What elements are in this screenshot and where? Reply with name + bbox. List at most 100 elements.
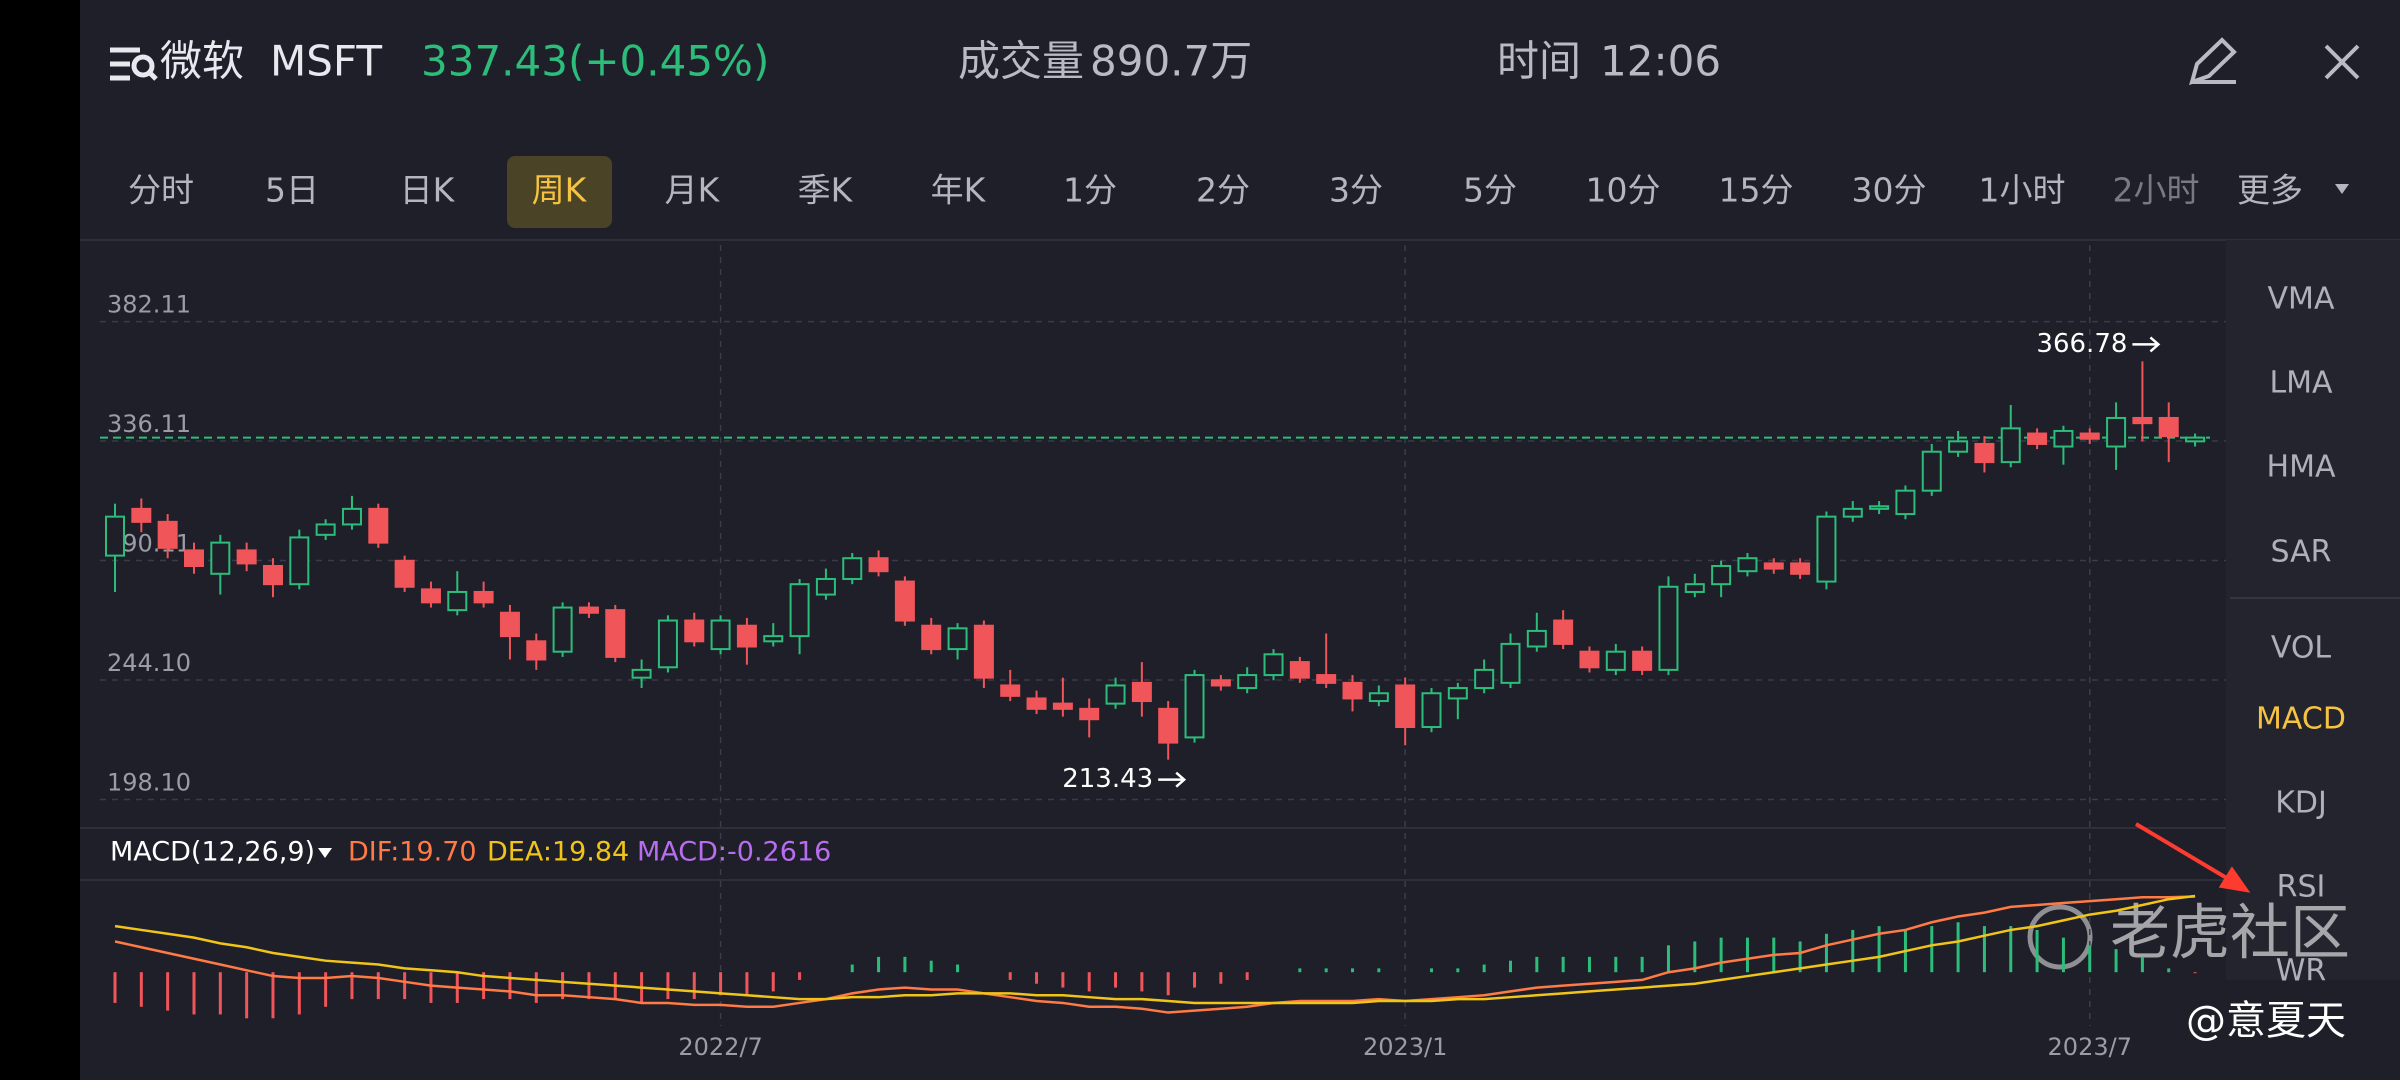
indicator[interactable]: WR <box>2276 954 2327 989</box>
candle-body <box>105 515 125 557</box>
candle-body <box>2185 436 2206 443</box>
tab[interactable]: 更多 <box>2237 171 2303 210</box>
candle-body <box>368 507 389 544</box>
time-label: 时间 <box>1497 37 1581 86</box>
time: 12:06 <box>1600 37 1721 86</box>
candle-body <box>1474 668 1495 690</box>
watermark: 老虎社区 <box>2110 899 2350 969</box>
indicator[interactable]: RSI <box>2277 870 2326 905</box>
candle-body <box>473 590 494 604</box>
indicator[interactable]: SAR <box>2271 535 2332 570</box>
extreme-arrow <box>1158 771 1187 788</box>
y-tick-label: 198.10 <box>107 768 191 796</box>
indicator[interactable]: VMA <box>2268 282 2335 317</box>
volume-label: 成交量 <box>958 37 1084 86</box>
stock-name: 微软 <box>160 37 244 86</box>
candle-body <box>1711 564 1732 586</box>
indicator[interactable]: HMA <box>2267 450 2336 485</box>
indicator[interactable]: KDJ <box>2275 786 2327 821</box>
y-tick-label: 382.11 <box>107 291 191 319</box>
candle-body <box>447 590 468 612</box>
candle-body <box>2132 416 2153 425</box>
candle-body <box>1921 450 1942 492</box>
candle-body <box>1553 619 1574 645</box>
candle-body <box>1737 557 1758 573</box>
candle-body <box>1895 489 1916 516</box>
candle-body <box>1579 650 1600 669</box>
candle-body <box>1526 629 1547 648</box>
candle-body <box>1974 442 1995 464</box>
tab[interactable]: 15分 <box>1719 171 1794 210</box>
tab[interactable]: 年K <box>931 171 987 210</box>
candle-body <box>2027 432 2048 445</box>
tab[interactable]: 30分 <box>1852 171 1927 210</box>
candle-body <box>789 583 810 638</box>
extreme-label: 213.43 <box>1062 764 1153 794</box>
candle-body <box>2158 416 2179 438</box>
candle-body <box>1368 692 1389 703</box>
price: 337.43(+0.45%) <box>421 37 769 86</box>
candle-body <box>420 588 441 604</box>
macd-dropdown[interactable] <box>318 848 332 858</box>
candle-body <box>341 507 362 526</box>
candle-body <box>1105 684 1126 705</box>
author: @意夏天 <box>2186 998 2346 1044</box>
macd-dif-line <box>114 895 2196 1014</box>
extreme-arrow <box>2132 336 2161 353</box>
candle-body <box>1026 697 1047 710</box>
tab[interactable]: 10分 <box>1586 171 1661 210</box>
tab[interactable]: 2小时 <box>2113 171 2200 210</box>
candle-body <box>236 549 257 565</box>
close-icon[interactable] <box>2324 44 2360 80</box>
indicator[interactable]: VOL <box>2271 631 2332 666</box>
candle-body <box>1289 661 1310 679</box>
candle-body <box>894 580 915 622</box>
tab[interactable]: 季K <box>798 171 854 210</box>
candle-body <box>1263 653 1284 677</box>
background <box>80 0 2400 1080</box>
candle-body <box>499 611 520 638</box>
candle-body <box>131 507 152 523</box>
x-tick-label: 2022/7 <box>678 1033 762 1061</box>
candle-body <box>1395 684 1416 729</box>
tab[interactable]: 1分 <box>1063 171 1117 210</box>
tab[interactable]: 日K <box>400 171 456 210</box>
candle-body <box>526 640 547 661</box>
candle-body <box>1948 440 1969 453</box>
macd-dea-line <box>114 894 2196 1005</box>
candle-body <box>2000 427 2021 464</box>
macd-dea: DEA:19.84 <box>487 837 629 868</box>
tab[interactable]: 5分 <box>1463 171 1517 210</box>
candle-body <box>1763 562 1784 570</box>
macd-value: MACD:-0.2616 <box>637 837 831 868</box>
candle-body <box>183 549 204 567</box>
candle-body <box>1237 674 1258 690</box>
candle-body <box>1447 687 1468 700</box>
menu-icon[interactable] <box>110 47 158 81</box>
x-tick-label: 2023/7 <box>2048 1033 2132 1061</box>
tab[interactable]: 周K <box>532 171 588 210</box>
tab[interactable]: 2分 <box>1196 171 1250 210</box>
tab[interactable]: 3分 <box>1329 171 1383 210</box>
candle-body <box>1658 585 1679 671</box>
tab[interactable]: 月K <box>665 171 721 210</box>
indicator[interactable]: LMA <box>2269 366 2333 401</box>
candle-body <box>1816 515 1837 583</box>
candle-body <box>657 619 678 669</box>
dropdown-icon[interactable] <box>2335 184 2349 194</box>
tab[interactable]: 5日 <box>265 171 319 210</box>
watermark-logo <box>2027 904 2093 970</box>
tab[interactable]: 分时 <box>128 171 194 210</box>
x-tick-label: 2023/1 <box>1363 1033 1447 1061</box>
y-tick-label: 336.11 <box>107 410 191 438</box>
edit-icon[interactable] <box>2189 37 2237 86</box>
candle-body <box>1500 642 1521 684</box>
candle-body <box>1869 505 1890 510</box>
candle-body <box>552 606 573 653</box>
candle-body <box>210 541 231 575</box>
candle-body <box>578 606 599 614</box>
indicator[interactable]: MACD <box>2256 702 2346 737</box>
candle-body <box>1131 681 1152 703</box>
tab[interactable]: 1小时 <box>1979 171 2066 210</box>
